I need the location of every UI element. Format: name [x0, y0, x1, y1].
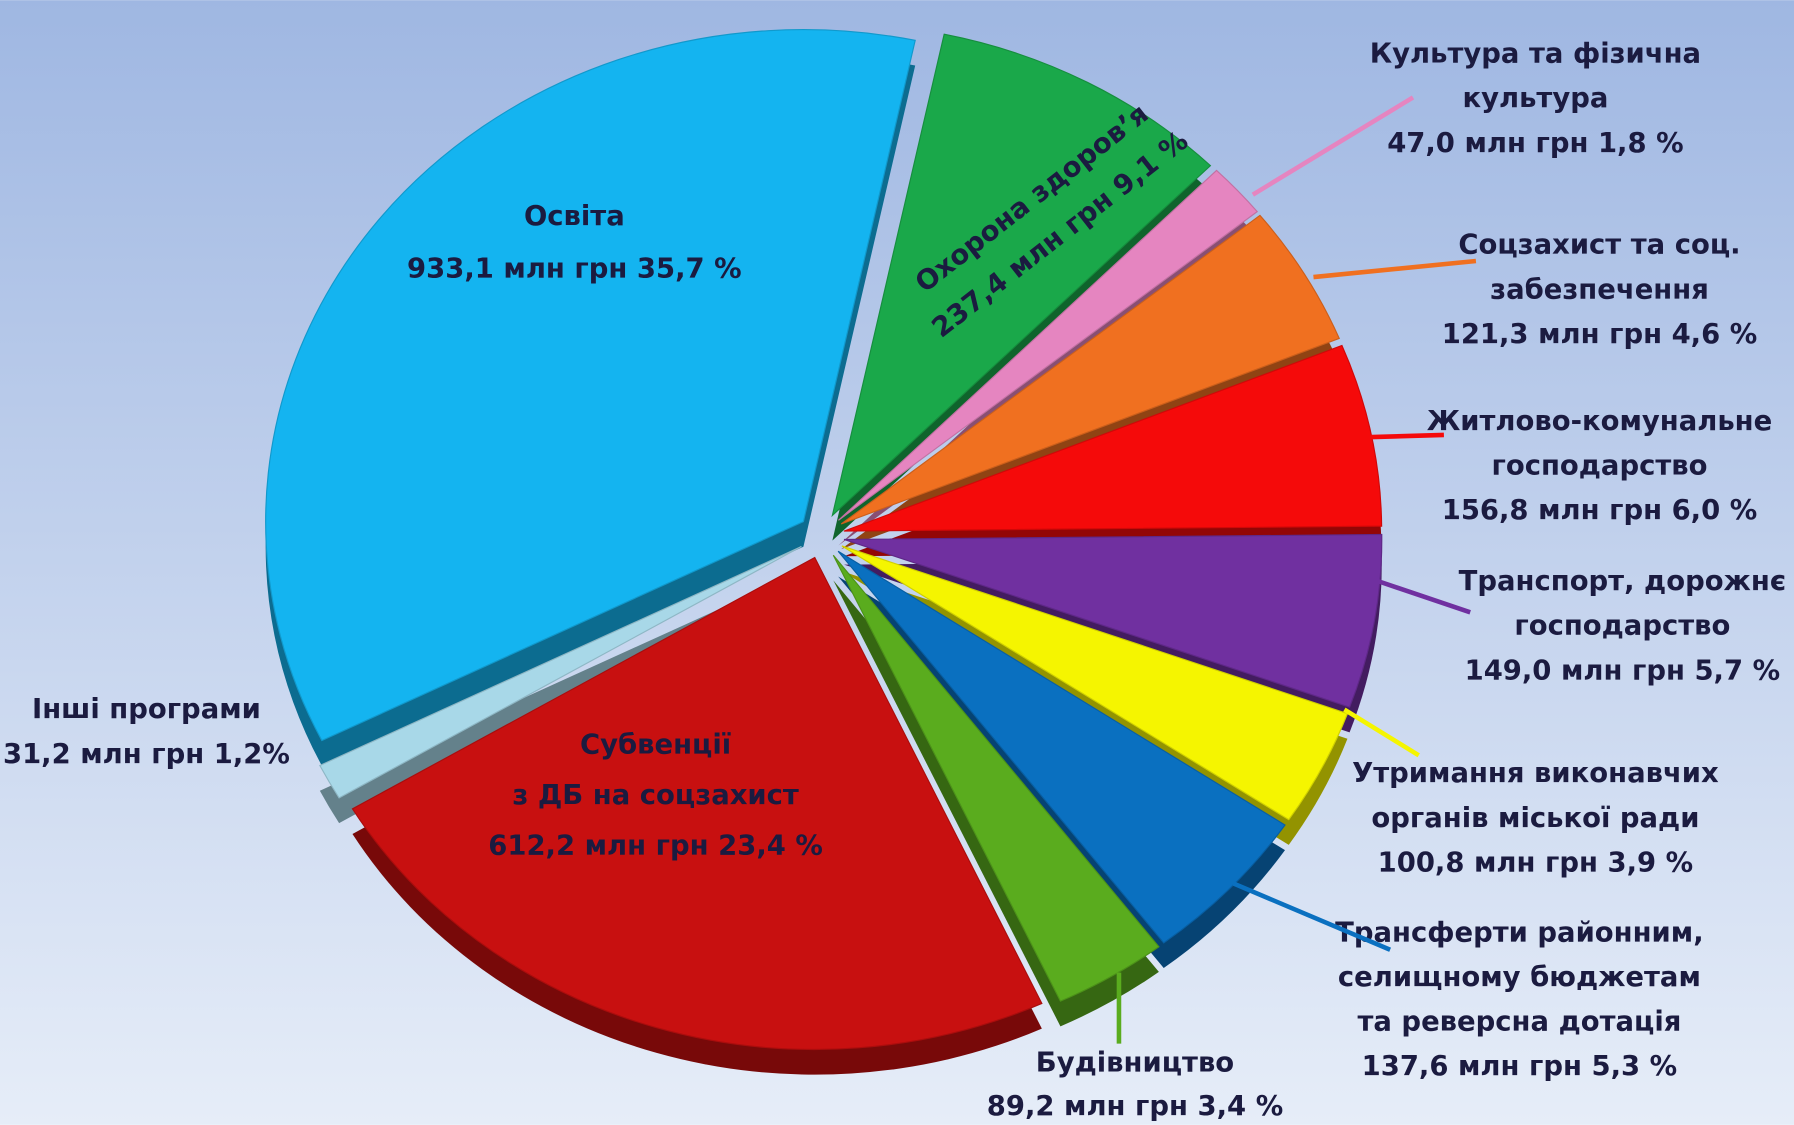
label-name: Культура та фізична — [1370, 39, 1701, 70]
slice-label: Трансферти районним, селищному бюджетам та… — [1335, 917, 1703, 1082]
label-name: Транспорт, дорожнє — [1459, 566, 1786, 597]
slice — [843, 533, 1383, 708]
slice — [838, 169, 1259, 521]
slice — [351, 556, 1043, 1051]
label-value: 100,8 млн грн 3,9 % — [1378, 847, 1694, 878]
slice-label: Соцзахист та соц. забезпечення 121,3 млн г… — [1442, 230, 1758, 350]
label-name: з ДБ на соцзахист — [512, 780, 799, 811]
label-name: Будівництво — [1036, 1048, 1234, 1079]
label-value: 612,2 млн грн 23,4 % — [488, 830, 823, 861]
slice — [840, 214, 1340, 525]
slice — [319, 546, 802, 799]
label-name: культура — [1462, 83, 1608, 114]
slice-label: Утримання виконавчих органів міської ради… — [1352, 758, 1719, 878]
label-name: Інші програми — [32, 694, 261, 725]
slice-label: Культура та фізична культура 47,0 млн грн … — [1370, 39, 1701, 159]
slice-label: Субвенції з ДБ на соцзахист 612,2 млн грн … — [488, 730, 823, 862]
label-name: Субвенції — [580, 730, 731, 761]
slice-label: Будівництво 89,2 млн грн 3,4 % — [987, 1048, 1283, 1122]
label-name: Соцзахист та соц. — [1458, 230, 1740, 261]
label-value: 31,2 млн грн 1,2% — [3, 739, 290, 770]
slice — [837, 550, 1286, 944]
label-value: 933,1 млн грн 35,7 % — [407, 254, 742, 285]
label-name: Освіта — [524, 201, 625, 232]
leader-line — [1377, 579, 1471, 615]
label-name: Трансферти районним, — [1335, 917, 1703, 948]
label-name: та реверсна дотація — [1357, 1007, 1681, 1038]
leader-line — [1313, 258, 1477, 280]
label-name: органів міської ради — [1371, 803, 1699, 834]
slice — [265, 29, 916, 742]
leader-line — [1251, 95, 1415, 197]
slice-label: Транспорт, дорожнє господарство 149,0 млн … — [1459, 566, 1786, 686]
slice — [832, 554, 1160, 1002]
slices — [265, 29, 1383, 1051]
label-value: 149,0 млн грн 5,7 % — [1465, 655, 1781, 686]
slice — [843, 344, 1383, 532]
slice-label: Житлово-комунальне господарство 156,8 млн … — [1427, 406, 1773, 526]
label-value: 47,0 млн грн 1,8 % — [1387, 128, 1683, 159]
slice-label: Інші програми 31,2 млн грн 1,2% — [3, 694, 290, 770]
label-value: 156,8 млн грн 6,0 % — [1442, 495, 1758, 526]
label-value: 121,3 млн грн 4,6 % — [1442, 319, 1758, 350]
leader-line — [1343, 707, 1420, 758]
label-name: селищному бюджетам — [1338, 962, 1701, 993]
label-name: господарство — [1492, 450, 1708, 481]
label-value: 89,2 млн грн 3,4 % — [987, 1091, 1283, 1122]
label-name: забезпечення — [1490, 274, 1709, 305]
label-name: господарство — [1514, 611, 1730, 642]
label-name: Утримання виконавчих — [1352, 758, 1719, 789]
label-name: Житлово-комунальне — [1427, 406, 1773, 437]
leader-line — [1232, 881, 1392, 952]
leader-line — [1367, 432, 1444, 440]
slice — [831, 33, 1212, 518]
slice-label: Освіта 933,1 млн грн 35,7 % — [407, 201, 742, 285]
label-value: 137,6 млн грн 5,3 % — [1362, 1051, 1678, 1082]
